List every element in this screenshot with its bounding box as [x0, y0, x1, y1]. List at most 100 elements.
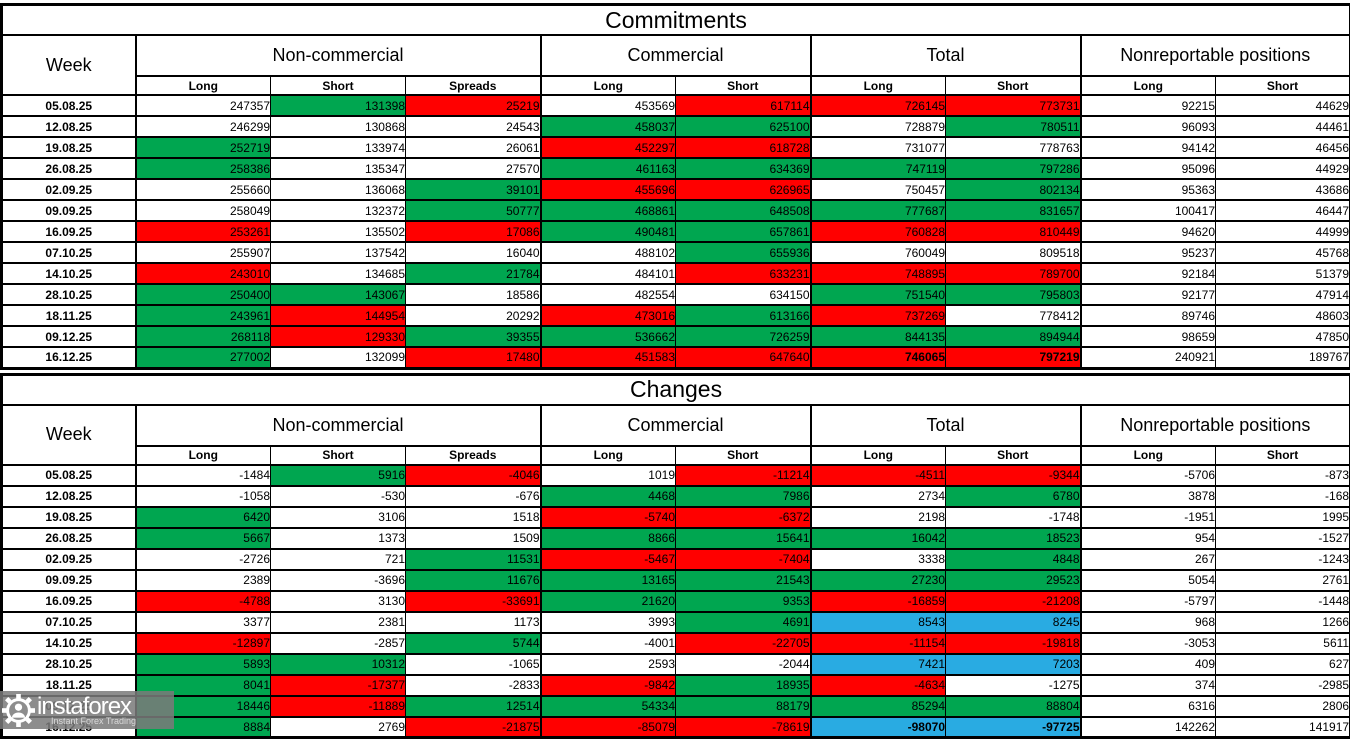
value-cell: 130868	[271, 116, 406, 137]
value-cell: 453569	[541, 95, 676, 116]
value-cell: 7986	[676, 486, 811, 507]
value-cell: 11676	[406, 570, 541, 591]
week-cell: 19.08.25	[2, 137, 136, 158]
value-cell: 809518	[946, 242, 1081, 263]
value-cell: 1518	[406, 507, 541, 528]
value-cell: 618728	[676, 137, 811, 158]
value-cell: 633231	[676, 263, 811, 284]
value-cell: -168	[1216, 486, 1350, 507]
value-cell: 4848	[946, 549, 1081, 570]
value-cell: -12897	[136, 633, 271, 654]
value-cell: 92177	[1081, 284, 1216, 305]
value-cell: 24543	[406, 116, 541, 137]
value-cell: -1058	[136, 486, 271, 507]
value-cell: 29523	[946, 570, 1081, 591]
value-cell: 2734	[811, 486, 946, 507]
value-cell: 484101	[541, 263, 676, 284]
value-cell: 3106	[271, 507, 406, 528]
value-cell: -2985	[1216, 675, 1350, 696]
value-cell: 11531	[406, 549, 541, 570]
value-cell: -4046	[406, 465, 541, 486]
value-cell: 5667	[136, 528, 271, 549]
value-cell: 243961	[136, 305, 271, 326]
col-header-total-long: Long	[811, 446, 946, 465]
value-cell: -1748	[946, 507, 1081, 528]
value-cell: 657861	[676, 221, 811, 242]
value-cell: -11214	[676, 465, 811, 486]
value-cell: 250400	[136, 284, 271, 305]
week-cell: 02.09.25	[2, 179, 136, 200]
value-cell: 2381	[271, 612, 406, 633]
value-cell: 17086	[406, 221, 541, 242]
value-cell: -2726	[136, 549, 271, 570]
value-cell: 258049	[136, 200, 271, 221]
value-cell: 461163	[541, 158, 676, 179]
value-cell: -9344	[946, 465, 1081, 486]
value-cell: 2806	[1216, 696, 1350, 717]
value-cell: -5706	[1081, 465, 1216, 486]
value-cell: 760049	[811, 242, 946, 263]
value-cell: 18523	[946, 528, 1081, 549]
value-cell: 3338	[811, 549, 946, 570]
value-cell: 634369	[676, 158, 811, 179]
value-cell: 21543	[676, 570, 811, 591]
value-cell: 21620	[541, 591, 676, 612]
value-cell: 726259	[676, 326, 811, 347]
value-cell: 626965	[676, 179, 811, 200]
value-cell: 132099	[271, 347, 406, 368]
value-cell: 12514	[406, 696, 541, 717]
value-cell: 141917	[1216, 717, 1350, 738]
group-header-commercial: Commercial	[541, 35, 811, 76]
value-cell: 135347	[271, 158, 406, 179]
col-header-nonreportable-positions-short: Short	[1216, 446, 1350, 465]
value-cell: 634150	[676, 284, 811, 305]
value-cell: 2198	[811, 507, 946, 528]
value-cell: 773731	[946, 95, 1081, 116]
value-cell: 16042	[811, 528, 946, 549]
value-cell: 1509	[406, 528, 541, 549]
value-cell: 2761	[1216, 570, 1350, 591]
col-header-non-commercial-spreads: Spreads	[406, 446, 541, 465]
value-cell: 968	[1081, 612, 1216, 633]
value-cell: 26061	[406, 137, 541, 158]
value-cell: -873	[1216, 465, 1350, 486]
watermark-brand: instaforex	[37, 695, 136, 719]
value-cell: 131398	[271, 95, 406, 116]
value-cell: 189767	[1216, 347, 1350, 368]
value-cell: -2044	[676, 654, 811, 675]
value-cell: 721	[271, 549, 406, 570]
value-cell: 3878	[1081, 486, 1216, 507]
value-cell: 647640	[676, 347, 811, 368]
value-cell: 46447	[1216, 200, 1350, 221]
value-cell: 3993	[541, 612, 676, 633]
value-cell: 92215	[1081, 95, 1216, 116]
value-cell: 134685	[271, 263, 406, 284]
value-cell: 7203	[946, 654, 1081, 675]
value-cell: 89746	[1081, 305, 1216, 326]
table-row: 09.12.2518446-11889125145433488179852948…	[2, 696, 1350, 717]
value-cell: -11154	[811, 633, 946, 654]
value-cell: 47914	[1216, 284, 1350, 305]
value-cell: -3696	[271, 570, 406, 591]
value-cell: 6316	[1081, 696, 1216, 717]
week-cell: 26.08.25	[2, 528, 136, 549]
value-cell: 27570	[406, 158, 541, 179]
value-cell: 15641	[676, 528, 811, 549]
week-cell: 07.10.25	[2, 242, 136, 263]
value-cell: 142262	[1081, 717, 1216, 738]
week-column-header: Week	[2, 405, 136, 465]
group-header-nonreportable-positions: Nonreportable positions	[1081, 35, 1350, 76]
value-cell: 45768	[1216, 242, 1350, 263]
value-cell: 10312	[271, 654, 406, 675]
value-cell: 258386	[136, 158, 271, 179]
